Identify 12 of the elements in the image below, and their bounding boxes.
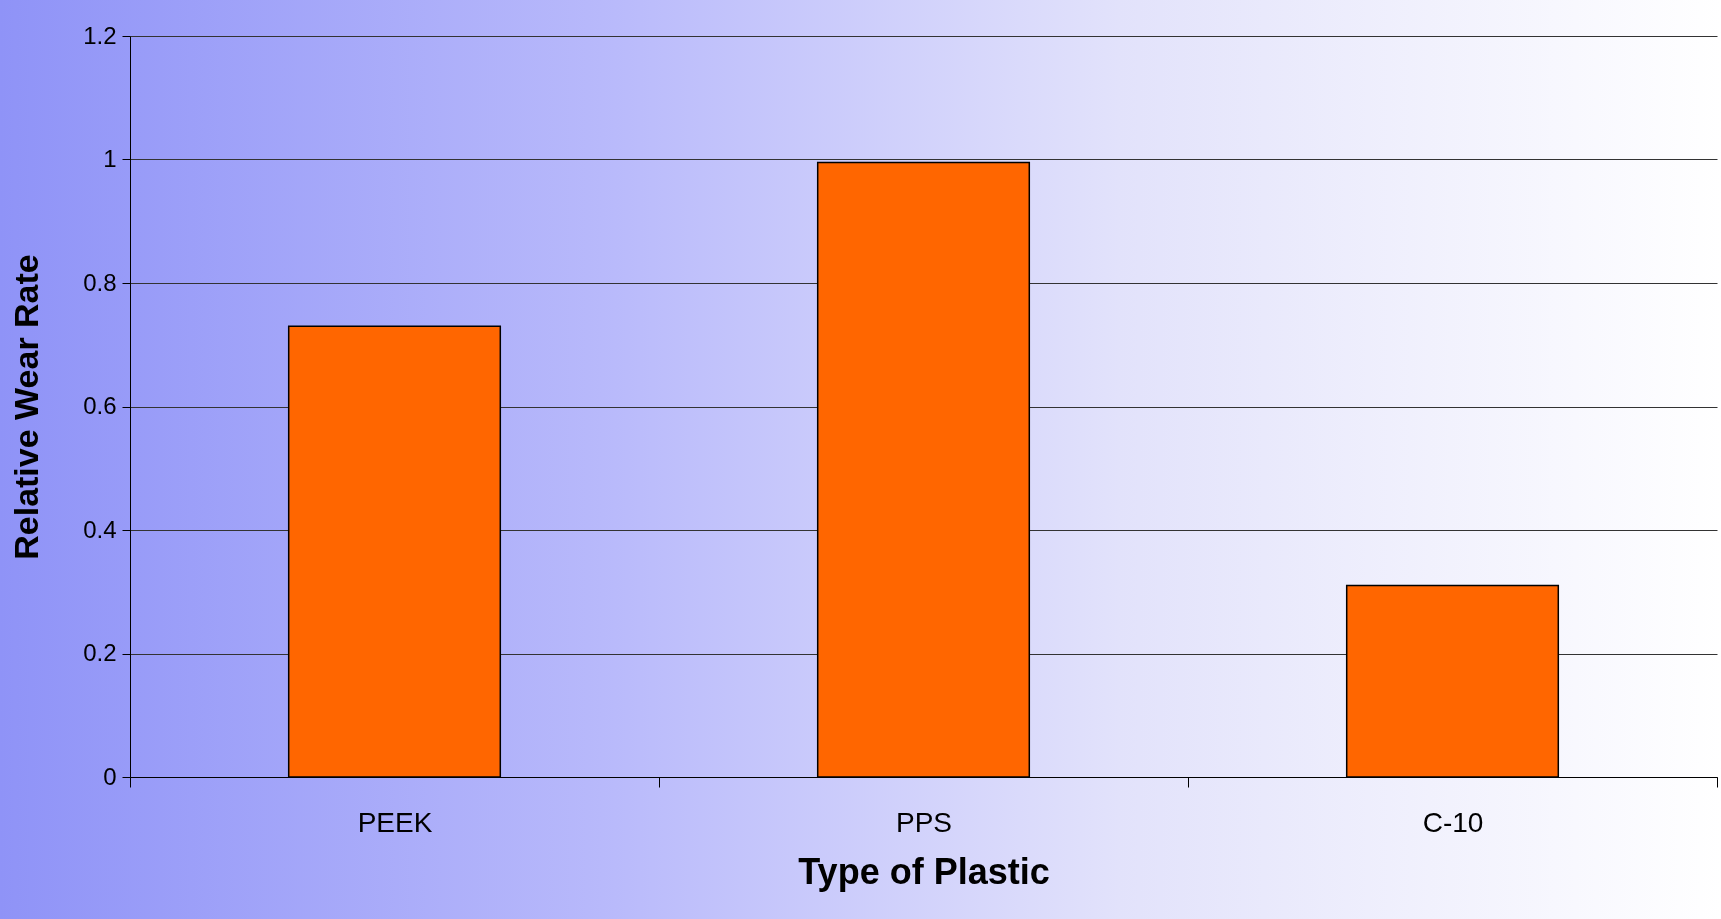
x-tick-label: PPS xyxy=(895,806,953,838)
y-tick-label: 0.4 xyxy=(83,515,117,543)
y-axis-title: Relative Wear Rate xyxy=(7,254,46,560)
x-tick-label: C-10 xyxy=(1422,806,1484,838)
x-tick-label: PEEK xyxy=(357,806,433,838)
y-tick-label: 0.8 xyxy=(83,268,117,296)
y-tick-label: 1 xyxy=(103,145,117,172)
y-tick-label: 0.2 xyxy=(83,639,117,666)
y-tick-label: 0 xyxy=(103,762,117,790)
x-axis-title: Type of Plastic xyxy=(798,850,1050,892)
y-tick-label: 0.6 xyxy=(83,392,117,419)
y-tick-label: 1.2 xyxy=(83,21,117,49)
